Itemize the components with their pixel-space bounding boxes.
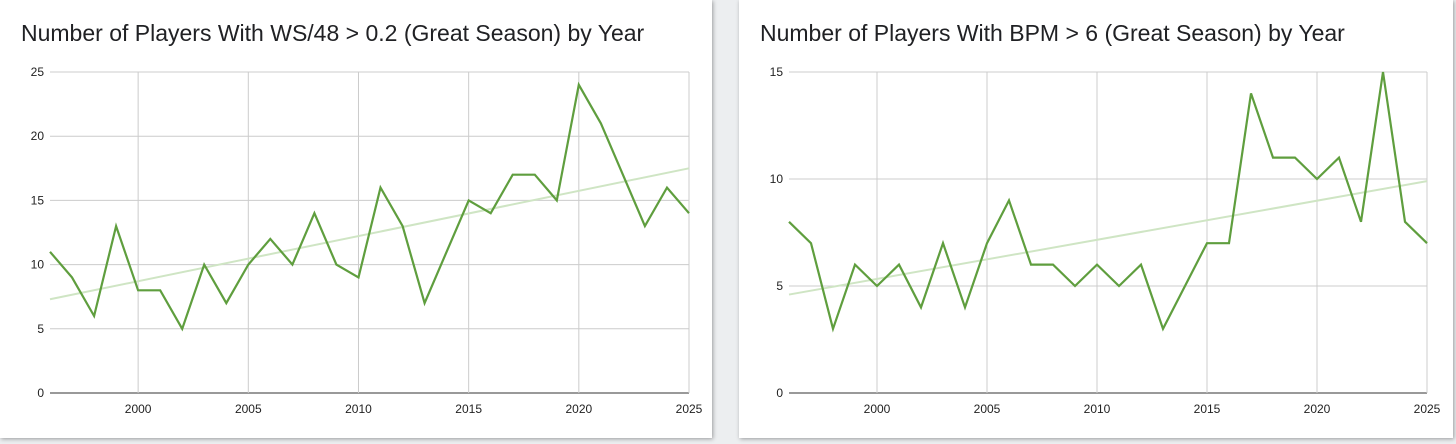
x-tick-label: 2015: [455, 402, 482, 416]
x-tick-label: 2020: [1304, 402, 1331, 416]
y-tick-label: 15: [31, 193, 45, 207]
x-tick-label: 2010: [345, 402, 372, 416]
series-line: [49, 81, 690, 332]
x-tick-label: 2020: [565, 402, 592, 416]
y-tick-label: 25: [31, 65, 45, 79]
y-tick-label: 15: [770, 65, 784, 79]
chart-panel-bpm: Number of Players With BPM > 6 (Great Se…: [739, 0, 1453, 438]
y-tick-label: 5: [776, 279, 783, 293]
x-tick-label: 2025: [676, 402, 703, 416]
series-line: [788, 71, 1428, 333]
chart-panel-ws48: Number of Players With WS/48 > 0.2 (Grea…: [0, 0, 712, 438]
chart-title: Number of Players With WS/48 > 0.2 (Grea…: [21, 20, 645, 46]
x-tick-label: 2000: [125, 402, 152, 416]
trendline: [788, 180, 1428, 296]
x-tick-label: 2005: [235, 402, 262, 416]
y-tick-label: 10: [31, 258, 45, 272]
x-tick-label: 2015: [1194, 402, 1221, 416]
y-tick-label: 0: [776, 386, 783, 400]
y-tick-label: 10: [770, 172, 784, 186]
y-tick-label: 5: [37, 322, 44, 336]
y-tick-label: 0: [37, 386, 44, 400]
x-tick-label: 2010: [1084, 402, 1111, 416]
chart-title: Number of Players With BPM > 6 (Great Se…: [760, 20, 1345, 46]
x-tick-label: 2025: [1414, 402, 1441, 416]
x-tick-label: 2000: [864, 402, 891, 416]
x-tick-label: 2005: [974, 402, 1001, 416]
chart-bpm: 0 5 10 15 2000 2005 2010 2015 2020 2025: [770, 65, 1441, 416]
y-tick-label: 20: [31, 129, 45, 143]
